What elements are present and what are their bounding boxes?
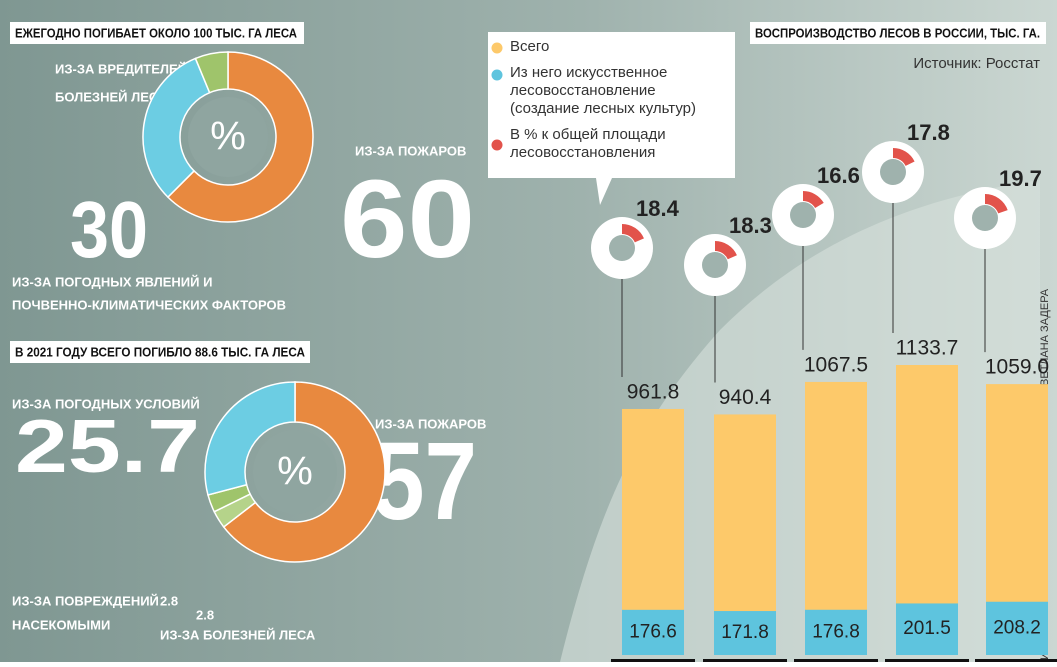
legend-label: В % к общей площади лесовосстановления — [510, 126, 735, 162]
legend-marker — [492, 70, 503, 81]
center-label: % — [210, 115, 246, 159]
pct-center — [609, 235, 635, 261]
data-label: 57 — [372, 420, 477, 543]
legend-label: Из него искусственное лесовосстановление… — [510, 64, 710, 118]
pct-center — [972, 205, 998, 231]
data-label: 18.4 — [636, 196, 680, 221]
legend: Всего Из него искусственное лесовосстанов… — [510, 38, 735, 170]
legend-marker — [492, 43, 503, 54]
pct-center — [702, 252, 728, 278]
legend-label: Всего — [510, 38, 735, 56]
data-label: 1059.0 — [985, 356, 1049, 379]
data-label: 208.2 — [993, 617, 1041, 638]
data-label: 201.5 — [903, 618, 951, 639]
pct-center — [880, 159, 906, 185]
data-label: 2.8 — [196, 607, 214, 622]
data-label: 961.8 — [627, 381, 680, 404]
data-label: 176.8 — [812, 621, 860, 642]
label: ИЗ-ЗА ПОЖАРОВ — [355, 143, 466, 158]
chart-title: ЕЖЕГОДНО ПОГИБАЕТ ОКОЛО 100 ТЫС. ГА ЛЕСА — [15, 25, 298, 40]
data-label: 176.6 — [629, 621, 677, 642]
data-label: 171.8 — [721, 622, 769, 643]
data-label: 18.3 — [729, 213, 772, 238]
data-label: 25.7 — [15, 404, 200, 488]
data-label: 16.6 — [817, 163, 860, 188]
label: ИЗ-ЗА ПОВРЕЖДЕНИЙ — [12, 593, 159, 608]
legend-marker — [492, 140, 503, 151]
label: ПОЧВЕННО-КЛИМАТИЧЕСКИХ ФАКТОРОВ — [12, 297, 286, 312]
data-label: 940.4 — [719, 386, 772, 409]
center-label: % — [277, 450, 313, 494]
page: ЕЖЕГОДНО ПОГИБАЕТ ОКОЛО 100 ТЫС. ГА ЛЕСА… — [0, 0, 1057, 662]
data-label: 2.8 — [160, 593, 178, 608]
data-label: 1067.5 — [804, 353, 868, 376]
source: Источник: Росстат — [913, 55, 1040, 72]
chart-title: ВОСПРОИЗВОДСТВО ЛЕСОВ В РОССИИ, ТЫС. ГА. — [755, 25, 1040, 40]
chart-title: В 2021 ГОДУ ВСЕГО ПОГИБЛО 88.6 ТЫС. ГА Л… — [15, 344, 306, 359]
label: ИЗ-ЗА БОЛЕЗНЕЙ ЛЕСА — [160, 627, 316, 642]
data-label: 30 — [70, 185, 148, 274]
pct-center — [790, 202, 816, 228]
data-label: 19.7 — [999, 166, 1042, 191]
label: НАСЕКОМЫМИ — [12, 617, 110, 632]
data-label: 17.8 — [907, 120, 950, 145]
data-label: 1133.7 — [896, 337, 959, 360]
label: ИЗ-ЗА ПОГОДНЫХ ЯВЛЕНИЙ И — [12, 274, 212, 289]
data-label: 60 — [340, 158, 475, 281]
